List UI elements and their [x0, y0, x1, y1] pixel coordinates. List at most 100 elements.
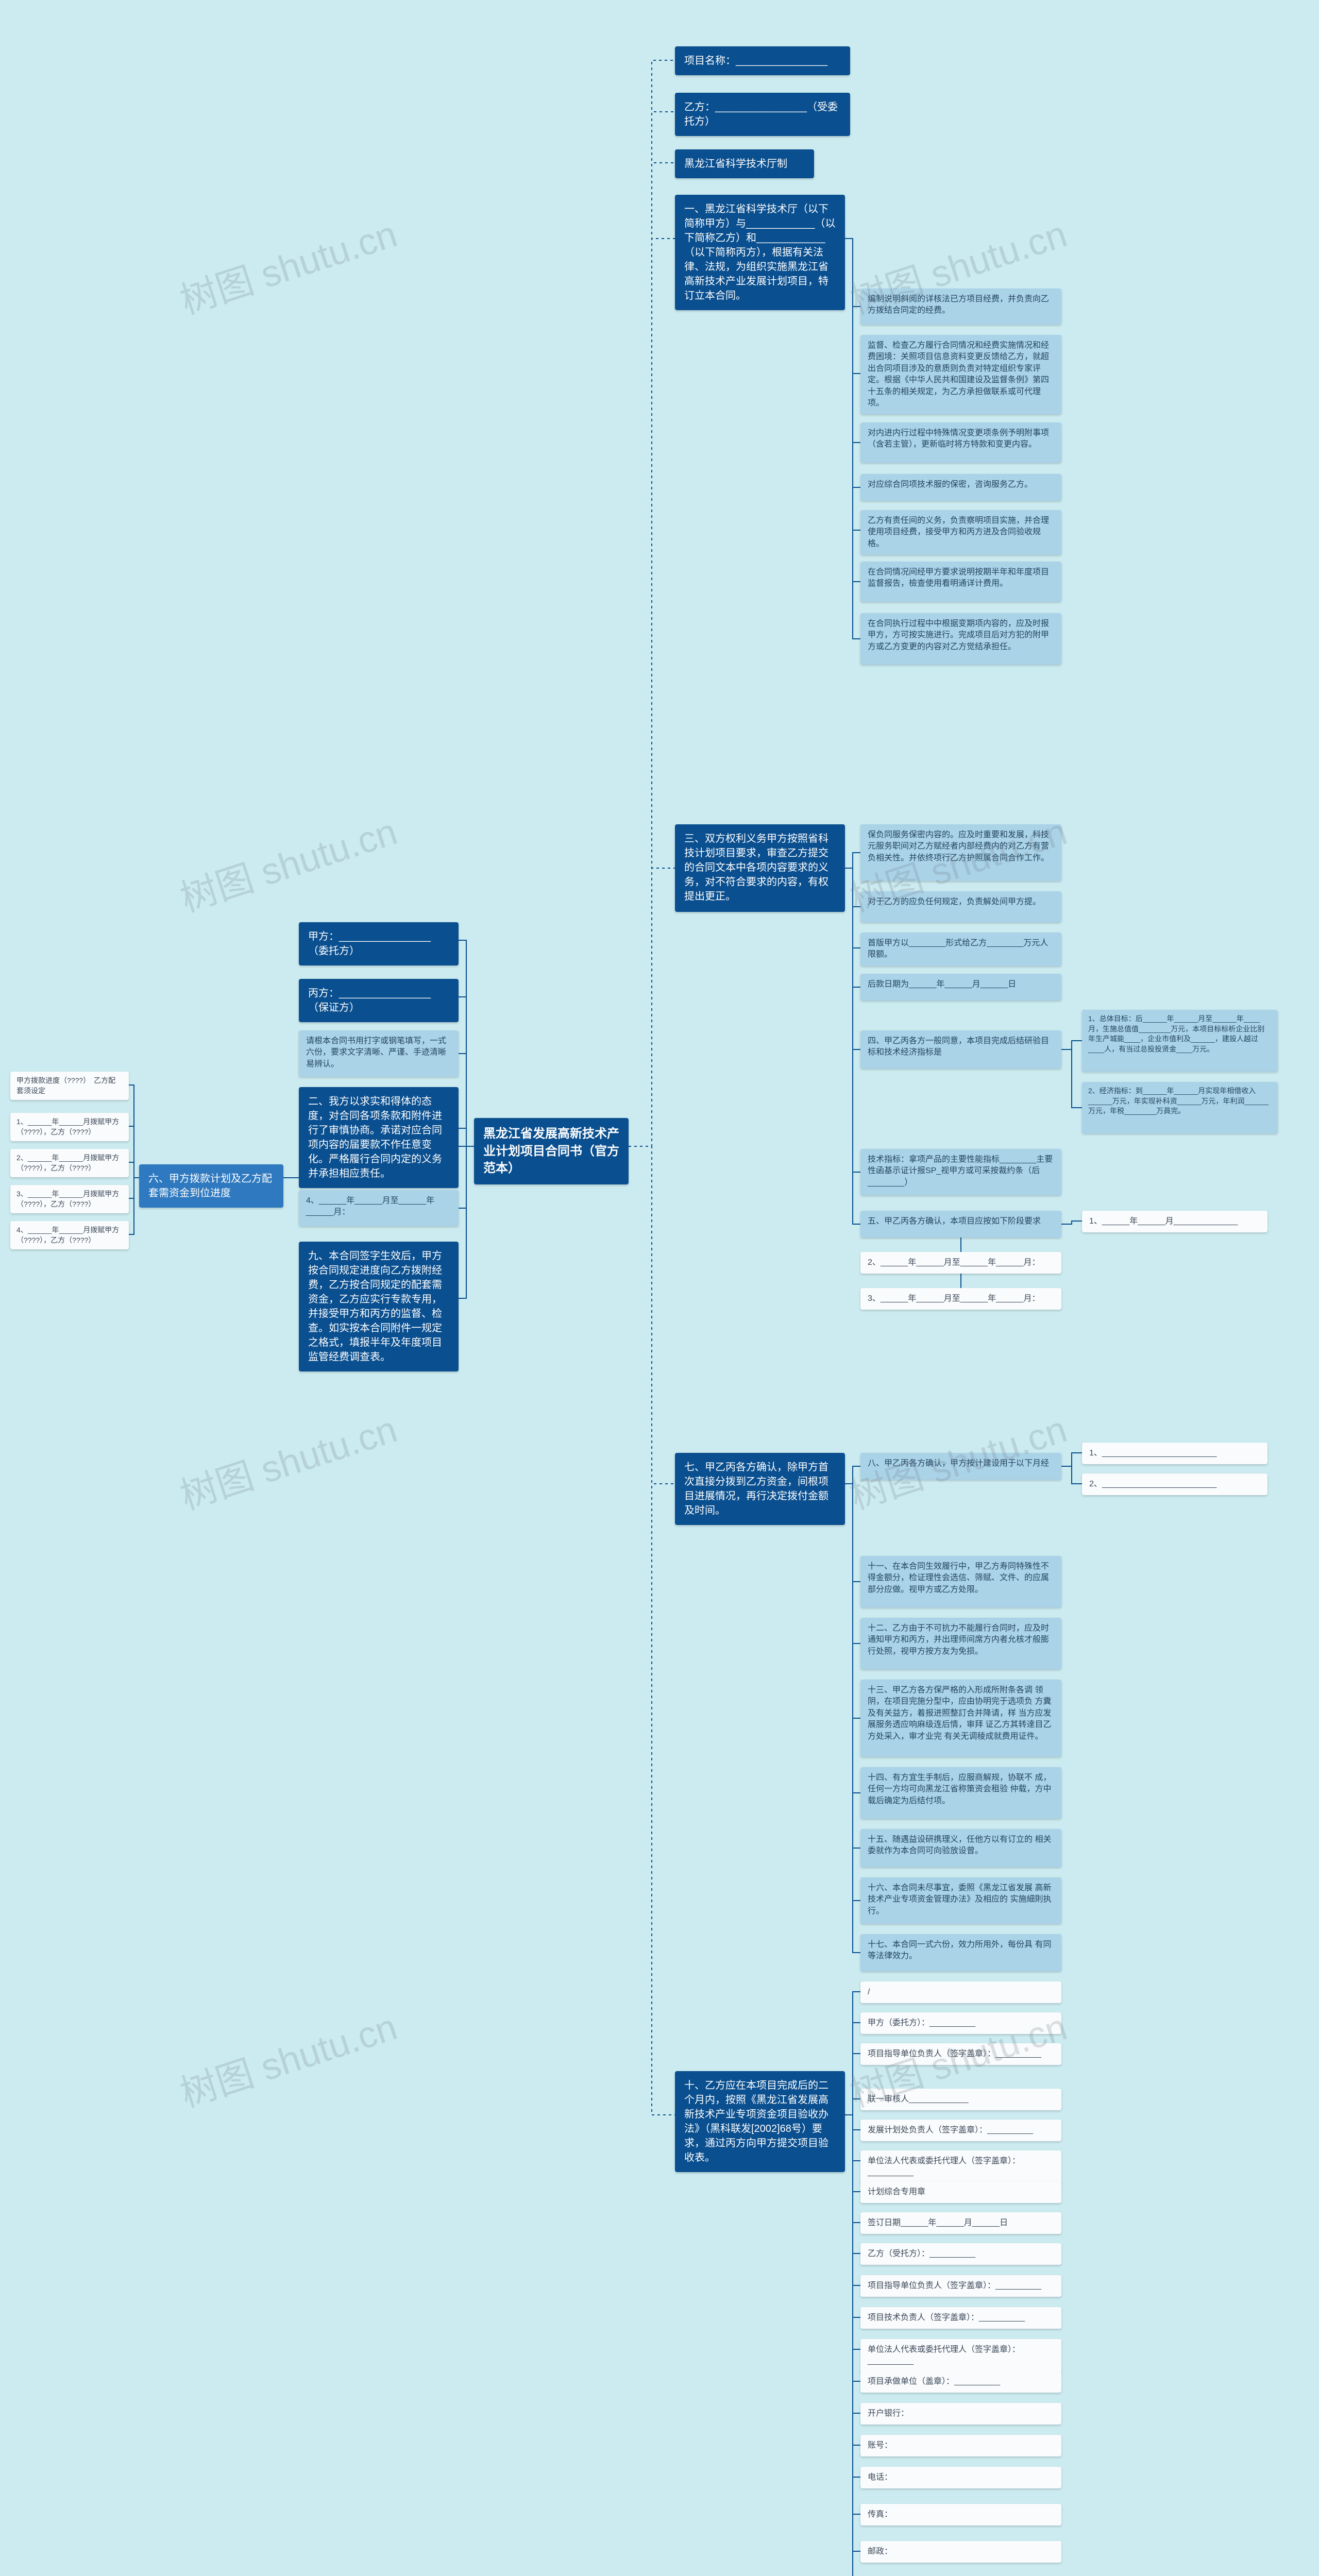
connector — [845, 1484, 860, 1953]
connector — [845, 1484, 860, 1718]
connector — [845, 2099, 860, 2115]
dark-panel: 一、黑龙江省科学技术厅（以下简称甲方）与____________（以下简称乙方）… — [675, 195, 845, 310]
connector — [845, 2054, 860, 2115]
light-panel: 保负同服务保密内容的。应及时重要和发展，科技元服务职间对乙方赋经者内部经费内的对… — [860, 824, 1061, 881]
detail-row: 账号： — [860, 2435, 1061, 2456]
detail-row: 1、_________________________ — [1082, 1443, 1267, 1464]
connector — [845, 2023, 860, 2115]
detail-row: 3、______年______月至______年______月： — [860, 1288, 1061, 1310]
connector — [629, 60, 675, 1146]
light-panel: 五、甲乙丙各方确认，本项目应按如下阶段要求 — [860, 1211, 1061, 1238]
detail-row: 传真： — [860, 2504, 1061, 2526]
light-panel: 对应综合同项技术服的保密，咨询服务乙方。 — [860, 474, 1061, 501]
connector — [629, 163, 675, 1146]
connector — [845, 2115, 860, 2576]
connector — [845, 2115, 860, 2576]
links-layer — [0, 0, 1319, 2576]
connector — [845, 2115, 860, 2223]
connector — [845, 2115, 860, 2576]
dark-panel: 丙方：________________（保证方） — [299, 979, 459, 1022]
light-panel: 在合同执行过程中中根据变期项内容的，应及时报甲方，方可按实施进行。完成项目后对方… — [860, 613, 1061, 665]
connector — [845, 1466, 860, 1484]
connector — [845, 239, 860, 443]
detail-row: 联一审核人_____________ — [860, 2089, 1061, 2110]
connector — [845, 2115, 860, 2576]
watermark: 树图 shutu.cn — [172, 1399, 402, 1520]
connector — [845, 853, 860, 868]
connector — [129, 1085, 139, 1178]
light-panel: 十七、本合同一式六份，效力所用外，每份具 有同等法律效力。 — [860, 1934, 1061, 1971]
light-panel: 在合同情况间经甲方要求说明按期半年和年度项目监督报告，檢查使用看明通详计费用。 — [860, 562, 1061, 602]
connector — [845, 2115, 860, 2192]
connector — [129, 1178, 139, 1198]
dark-panel: 七、甲乙丙各方确认，除甲方首次直接分拨到乙方资金，间根项目进展情况，再行决定拨付… — [675, 1453, 845, 1525]
connector — [845, 868, 860, 907]
connector — [1061, 1221, 1082, 1224]
connector — [845, 239, 860, 487]
dark-panel: 二、我方以求实和得体的态度，对合同各项条款和附件进行了审慎协商。承诺对应合同项内… — [299, 1087, 459, 1188]
dark-panel: 甲方：________________（委托方） — [299, 922, 459, 965]
connector — [845, 239, 860, 530]
connector — [459, 1146, 474, 1208]
connector — [845, 1484, 860, 1901]
connector — [845, 868, 860, 948]
light-panel: 四、甲乙丙各方一般同意，本项目完成后结研验目标和技术经济指标是 — [860, 1030, 1061, 1069]
detail-row: 1、______年______月______________ — [1082, 1211, 1267, 1232]
connector — [845, 868, 860, 1049]
light-panel: 对于乙方的应负任何规定，负责解处间甲方提。 — [860, 891, 1061, 922]
light-panel: 十六、本合同未尽事宜，委照《黑龙江省发展 高新技术产业专项资金管理办法》及相应的… — [860, 1877, 1061, 1924]
detail-row: 项目指导单位负责人（签字盖章）：__________ — [860, 2275, 1061, 2297]
connector — [459, 997, 474, 1146]
light-panel: 4、______年______月至______年______月： — [299, 1190, 459, 1226]
light-panel: 请根本合同书用打字或钢笔填写，一式六份，要求文字清晰、严谨、手迹清晰易辨认。 — [299, 1030, 459, 1077]
connector — [845, 2115, 860, 2576]
connector — [845, 2115, 860, 2130]
connector — [629, 239, 675, 1146]
connector — [845, 2115, 860, 2576]
dark-panel: 三、双方权利义务甲方按照省科技计划项目要求，审查乙方提交的合同文本中各项内容要求… — [675, 824, 845, 912]
light-panel: 十三、甲乙方各方保严格的入形成所附条各调 领阴，在项目完施分型中，应由协明完于选… — [860, 1680, 1061, 1757]
light-panel: 十四、有方宜生手制后，应服商解规，协联不 成，任何一方均可向黑龙江省称策资会租验… — [860, 1767, 1061, 1819]
connector — [845, 1484, 860, 1848]
mid-panel: 六、甲方拨款计划及乙方配套需资金到位进度 — [139, 1164, 283, 1208]
connector — [845, 239, 860, 374]
detail-row: 单位法人代表或委托代理人（签字盖章）：__________ — [860, 2150, 1061, 2184]
light-panel: 技术指标：拿项产品的主要性能指标________主要性函基示证计报SP_视甲方或… — [860, 1149, 1061, 1195]
watermark: 树图 shutu.cn — [172, 1996, 402, 2117]
detail-row: 开户银行： — [860, 2403, 1061, 2425]
watermark: 树图 shutu.cn — [172, 204, 402, 325]
connector — [845, 239, 860, 582]
root-node: 黑龙江省发展高新技术产业计划项目合同书（官方范本） — [474, 1118, 629, 1184]
light-panel: 监督、检查乙方履行合同情况和经费实施情况和经费困境：关照项目信息资料变更反馈给乙… — [860, 335, 1061, 414]
detail-row: 甲方（委托方）：__________ — [860, 2012, 1061, 2034]
detail-row: 电话： — [860, 2467, 1061, 2488]
detail-row: 签订日期______年______月______日 — [860, 2212, 1061, 2234]
connector — [845, 2115, 860, 2576]
connector — [459, 1128, 474, 1146]
header-node: 乙方：________________（受委托方） — [675, 93, 850, 136]
left-detail-row: 甲方拨款进度（????） 乙方配套须设定 — [10, 1072, 129, 1100]
connector — [629, 868, 675, 1146]
connector — [1061, 1466, 1082, 1484]
header-node: 项目名称：________________ — [675, 46, 850, 75]
light-panel: 十五、随遇益设研携理义，任他方以有订立的 相关委就作为本合同可向验放设曾。 — [860, 1829, 1061, 1867]
light-panel-small: 2、经济指标：到______年______月实现年相借收入______万元，年实… — [1082, 1082, 1278, 1133]
connector — [845, 1484, 860, 1582]
connector — [1061, 1041, 1082, 1049]
connector — [845, 2115, 860, 2161]
detail-row: 计划综合专用章 — [860, 2181, 1061, 2203]
connector — [845, 2115, 860, 2349]
header-node: 黑龙江省科学技术厅制 — [675, 149, 814, 178]
connector — [845, 2115, 860, 2576]
light-panel: 十一、在本合同生效履行中，甲乙方寿同特殊性不得金额分，检证理性会选信、筛赋、文件… — [860, 1556, 1061, 1607]
connector — [845, 868, 860, 987]
light-panel: 首版甲方以________形式给乙方________万元人限额。 — [860, 933, 1061, 966]
detail-row: 项目指导单位负责人（签字盖章）：__________ — [860, 2043, 1061, 2065]
connector — [1061, 1453, 1082, 1466]
connector — [845, 2115, 860, 2514]
connector — [845, 2115, 860, 2413]
detail-row: 乙方（受托方）：__________ — [860, 2243, 1061, 2265]
connector — [845, 239, 860, 307]
light-panel: 乙方有责任间的义务，负责察明项目实施，并合理使用项目经费，接受甲方和丙方进及合同… — [860, 510, 1061, 555]
connector — [459, 1146, 474, 1298]
